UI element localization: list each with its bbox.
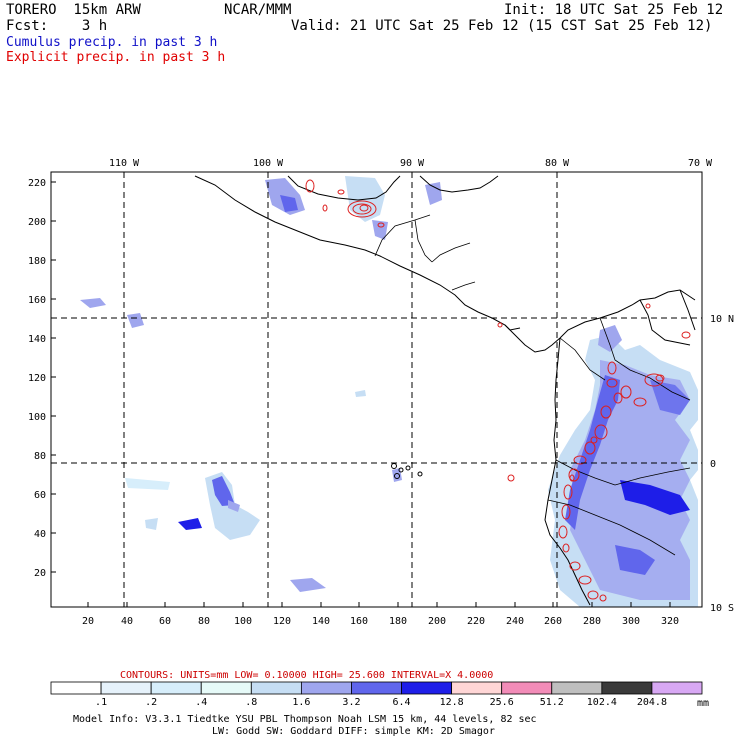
colorbar-label: .1	[95, 697, 107, 708]
x-tick-label: 320	[661, 616, 679, 627]
colorbar-swatch	[50, 681, 102, 695]
lon-label-110w: 110 W	[109, 158, 140, 169]
colorbar-label: 6.4	[393, 697, 411, 708]
colorbar-units: mm	[697, 698, 709, 709]
y-tick-label: 40	[34, 529, 46, 540]
lat-lon-grid	[51, 172, 702, 607]
footer-model-info: Model Info: V3.3.1 Tiedtke YSU PBL Thomp…	[73, 714, 537, 725]
colorbar-label: 51.2	[540, 697, 564, 708]
y-tick-label: 160	[28, 295, 46, 306]
x-tick-label: 220	[467, 616, 485, 627]
x-tick-label: 60	[159, 616, 171, 627]
y-tick-label: 100	[28, 412, 46, 423]
coastlines	[194, 175, 696, 606]
x-tick-label: 140	[312, 616, 330, 627]
colorbar-label: .8	[245, 697, 257, 708]
lat-label-10s: 10 S	[710, 603, 734, 614]
field-title-cumulus: Cumulus precip. in past 3 h	[6, 35, 218, 50]
field-title-explicit: Explicit precip. in past 3 h	[6, 50, 226, 65]
y-tick-label: 60	[34, 490, 46, 501]
lat-label-0: 0	[710, 459, 716, 470]
y-tick-label: 120	[28, 373, 46, 384]
colorbar-swatch	[401, 681, 453, 695]
colorbar-swatch	[200, 681, 252, 695]
contour-info: CONTOURS: UNITS=mm LOW= 0.10000 HIGH= 25…	[120, 670, 493, 681]
y-tick-label: 180	[28, 256, 46, 267]
y-tick-label: 80	[34, 451, 46, 462]
colorbar-label: 3.2	[342, 697, 360, 708]
x-tick-label: 240	[506, 616, 524, 627]
y-tick-label: 20	[34, 568, 46, 579]
left-axis	[51, 181, 56, 573]
map-frame	[50, 171, 703, 608]
colorbar-swatch	[100, 681, 152, 695]
colorbar-label: .4	[195, 697, 207, 708]
valid-time: Valid: 21 UTC Sat 25 Feb 12 (15 CST Sat …	[291, 18, 713, 34]
x-tick-label: 180	[389, 616, 407, 627]
colorbar: .1 .2 .4 .8 1.6 3.2 6.4 12.8 25.6 51.2 102.4 204.8	[50, 681, 703, 708]
x-tick-label: 80	[198, 616, 210, 627]
lon-label-70w: 70 W	[688, 158, 713, 169]
forecast-hour: Fcst: 3 h	[6, 18, 108, 34]
x-tick-label: 200	[428, 616, 446, 627]
colorbar-label: 12.8	[440, 697, 464, 708]
colorbar-swatch	[250, 681, 302, 695]
colorbar-label: 204.8	[637, 697, 667, 708]
colorbar-swatch	[601, 681, 653, 695]
x-tick-label: 120	[273, 616, 291, 627]
x-tick-label: 160	[350, 616, 368, 627]
cumulus-precip-shading	[80, 176, 698, 607]
lon-label-100w: 100 W	[253, 158, 284, 169]
explicit-precip-contours	[305, 179, 691, 602]
x-tick-label: 300	[622, 616, 640, 627]
colorbar-label: 102.4	[587, 697, 617, 708]
bottom-axis	[87, 602, 671, 607]
x-tick-label: 40	[121, 616, 133, 627]
colorbar-swatch	[651, 681, 703, 695]
colorbar-swatch	[351, 681, 402, 695]
x-tick-label: 260	[544, 616, 562, 627]
colorbar-swatch	[501, 681, 553, 695]
x-tick-label: 280	[583, 616, 601, 627]
colorbar-label: 25.6	[490, 697, 514, 708]
y-tick-label: 140	[28, 334, 46, 345]
lon-label-80w: 80 W	[545, 158, 570, 169]
footer-physics-info: LW: Godd SW: Goddard DIFF: simple KM: 2D…	[212, 726, 495, 737]
colorbar-swatch	[300, 681, 352, 695]
lon-label-90w: 90 W	[400, 158, 425, 169]
colorbar-label: .2	[145, 697, 157, 708]
y-tick-label: 220	[28, 178, 46, 189]
colorbar-label: 1.6	[292, 697, 310, 708]
y-tick-label: 200	[28, 217, 46, 228]
colorbar-swatch	[451, 681, 503, 695]
colorbar-swatch	[150, 681, 202, 695]
colorbar-swatch	[551, 681, 603, 695]
x-tick-label: 100	[234, 616, 252, 627]
center-label: NCAR/MMM	[224, 2, 292, 18]
init-time: Init: 18 UTC Sat 25 Feb 12	[504, 2, 724, 18]
model-title: TORERO 15km ARW	[6, 2, 141, 18]
x-tick-label: 20	[82, 616, 94, 627]
lat-label-10n: 10 N	[710, 314, 734, 325]
